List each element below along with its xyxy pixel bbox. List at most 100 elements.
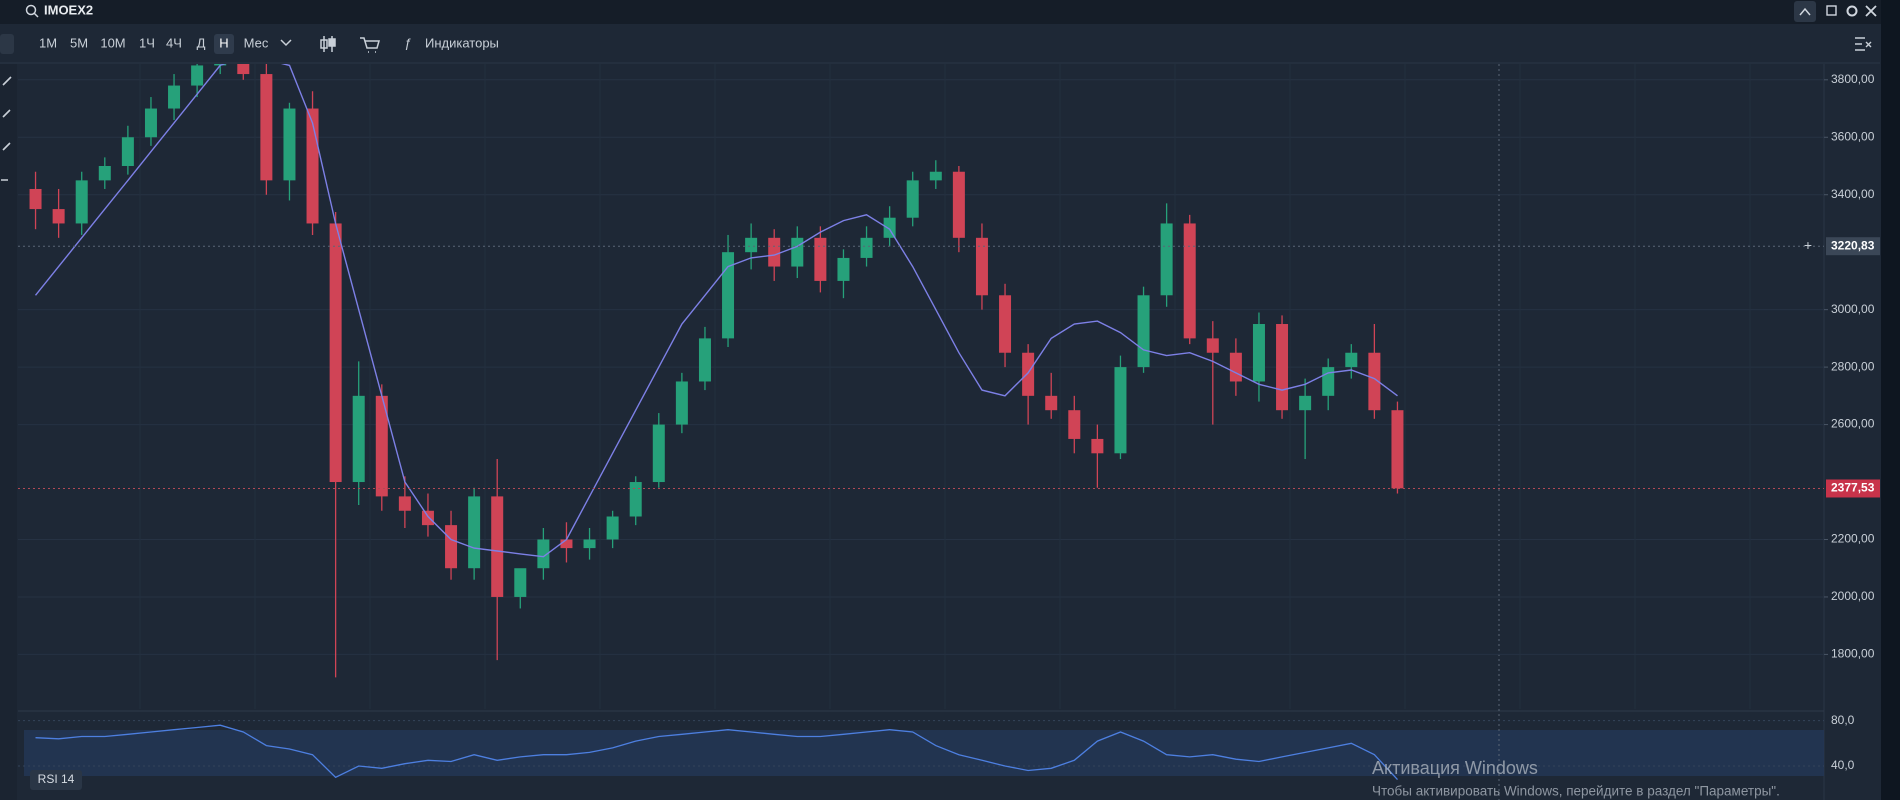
drawing-tools[interactable] (1, 76, 12, 181)
candle-body (1022, 352, 1035, 396)
candle-body (537, 539, 550, 569)
candle-body (1114, 367, 1127, 454)
candle-body (745, 237, 758, 253)
order-icon[interactable] (360, 37, 380, 53)
y-tick-label: 3800,00 (1831, 72, 1875, 86)
candle-body (98, 165, 111, 181)
candle-body (491, 496, 504, 597)
timeframe[interactable]: 4Ч (166, 35, 182, 50)
candle-body (1276, 324, 1289, 411)
candle-body (29, 188, 42, 210)
candle-body (375, 395, 388, 497)
candle-body (1068, 410, 1081, 439)
candle-body (722, 252, 735, 339)
candle-body (121, 137, 134, 166)
timeframe[interactable]: 10M (100, 35, 125, 50)
y-tick-label: 3600,00 (1831, 129, 1875, 143)
rsi-line (35, 724, 1398, 781)
candle-body (675, 381, 688, 425)
candle-body (814, 237, 827, 281)
timeframe[interactable]: 1Ч (139, 35, 155, 50)
candle-body (468, 496, 481, 569)
candle-body (1252, 324, 1265, 382)
watermark-text: Чтобы активировать Windows, перейдите в … (1372, 784, 1780, 799)
candle-body (168, 85, 181, 109)
candle-body (652, 424, 665, 483)
rsi-panel: 80,0 40,0 (18, 713, 1855, 781)
candle-body (191, 65, 204, 86)
candle-body (952, 171, 965, 238)
indicators-icon[interactable]: ƒ (404, 35, 411, 50)
timeframe-bar: 1M 5M 10M 1Ч 4Ч Д Н Мес (39, 34, 269, 54)
price-badge (1826, 479, 1880, 498)
timeframe[interactable]: Д (197, 35, 206, 50)
timeframe[interactable]: 1M (39, 35, 57, 50)
candle-body (1206, 338, 1219, 353)
price-badge-label: 2377,53 (1831, 481, 1875, 495)
rsi-tick-label: 80,0 (1831, 713, 1855, 727)
collapse-button[interactable] (1794, 1, 1816, 22)
candle-body (906, 180, 919, 218)
candle-body (398, 496, 411, 511)
candle-body (837, 257, 850, 281)
candle-body (237, 64, 250, 75)
timeframe[interactable]: 5M (70, 35, 88, 50)
settings-button[interactable] (1846, 5, 1858, 17)
window-button[interactable] (1826, 5, 1837, 16)
y-tick-label: 1800,00 (1831, 647, 1875, 661)
candle-body (629, 482, 642, 517)
candle-body (791, 237, 804, 267)
candle-body (999, 295, 1012, 353)
y-tick-label: 3400,00 (1831, 187, 1875, 201)
indicators-button[interactable]: Индикаторы (425, 35, 499, 50)
symbol[interactable]: IMOEX2 (44, 2, 93, 17)
candle-body (1137, 295, 1150, 368)
candle-body (1229, 352, 1242, 382)
search-icon[interactable] (25, 4, 37, 16)
timeframe-dropdown[interactable] (280, 39, 292, 47)
candle-body (698, 338, 711, 382)
price-plot (18, 64, 1824, 709)
timeframe[interactable]: Н (219, 35, 228, 50)
search-icon-handle (33, 12, 39, 18)
candle-body (560, 539, 573, 549)
candle-body (583, 539, 596, 549)
candle-body (1368, 352, 1381, 411)
title-bar (0, 0, 1900, 24)
candle-body (860, 237, 873, 258)
candle-body (283, 108, 296, 181)
candle-body (606, 516, 619, 540)
candle-body (929, 171, 942, 181)
candle-body (260, 74, 273, 181)
watermark-title: Активация Windows (1372, 758, 1538, 778)
candle-body (75, 180, 88, 224)
collapse-icon (1799, 7, 1811, 16)
y-tick-label: 2600,00 (1831, 417, 1875, 431)
candle-body (514, 568, 527, 597)
price-badge-label: 3220,83 (1831, 238, 1875, 252)
close-button[interactable] (1865, 5, 1877, 17)
timeframe-active (214, 34, 234, 54)
rsi-label[interactable]: RSI 14 (38, 772, 75, 786)
y-tick-label: 2200,00 (1831, 532, 1875, 546)
candle-body (1045, 395, 1058, 411)
price-badge (1826, 237, 1880, 256)
candle-body (421, 510, 434, 526)
timeframe[interactable]: Мес (244, 35, 269, 50)
candle-body (52, 209, 65, 224)
candle-body (1391, 410, 1404, 489)
candle-body (768, 237, 781, 267)
crosshair-plus[interactable]: + (1804, 237, 1812, 253)
rsi-band (24, 730, 1824, 776)
moving-average (34, 64, 1398, 558)
candle-body (1322, 367, 1335, 396)
panel-toggle[interactable] (1855, 37, 1872, 51)
draw-tool-active[interactable] (0, 34, 14, 54)
right-edge (1881, 0, 1900, 800)
price-axis: 3800,00 3600,00 3400,00 3000,00 2800,00 2600,… (1804, 72, 1880, 661)
chart-type-icon[interactable] (320, 36, 336, 52)
rsi-label-box (30, 770, 82, 790)
candle-body (1299, 395, 1312, 411)
candle-body (445, 525, 458, 569)
